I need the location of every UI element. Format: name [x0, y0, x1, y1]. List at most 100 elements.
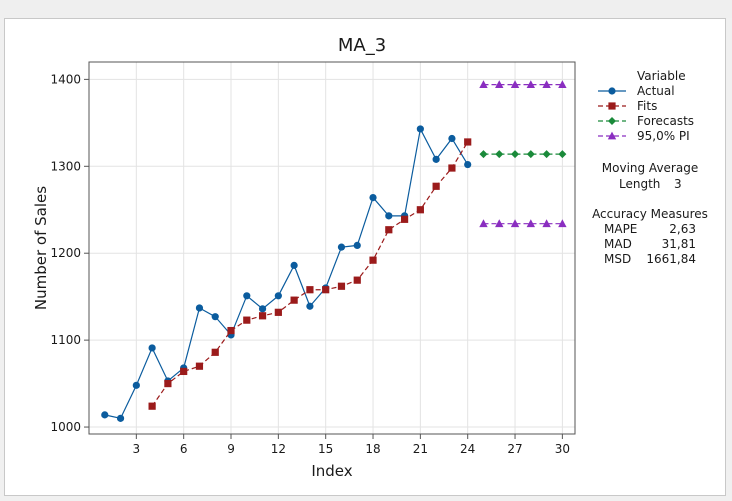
x-tick-label: 27: [507, 442, 522, 456]
legend-item-fits: Fits: [598, 99, 657, 113]
95-0-pi-lower-line-point: [479, 219, 488, 228]
series-95-0-pi: [479, 80, 567, 228]
y-axis: 1000 1100 1200 1300 1400: [50, 72, 89, 434]
measure-label-msd: MSD: [604, 252, 631, 266]
measure-value-msd: 1661,84: [646, 252, 696, 266]
legend-label: Forecasts: [637, 114, 694, 128]
actual-line-point: [448, 134, 456, 143]
measure-value-mad: 31,81: [662, 237, 696, 251]
actual-line-point: [148, 344, 156, 352]
y-tick-label: 1100: [50, 333, 81, 347]
legend-swatch-marker: [608, 87, 616, 95]
ma-length-value: 3: [674, 177, 682, 191]
y-tick-label: 1400: [50, 72, 81, 86]
95-0-pi-line-point: [542, 80, 551, 88]
x-tick-label: 30: [555, 442, 570, 456]
95-0-pi-lower-line-point: [526, 219, 536, 228]
legend-item-95-0-pi: 95,0% PI: [598, 129, 690, 143]
legend-swatch-marker: [607, 131, 617, 140]
fits-line-point: [306, 286, 314, 294]
fits-line-point: [464, 138, 472, 146]
x-tick-label: 6: [180, 442, 188, 456]
95-0-pi-line-point: [526, 80, 536, 88]
legend-item-forecasts: Forecasts: [598, 114, 694, 128]
actual-line-point: [353, 241, 361, 249]
actual-line-point: [416, 125, 424, 133]
actual-line-point: [385, 212, 393, 220]
actual-line-point: [101, 411, 109, 419]
x-axis: 3 6 9 12 15 18 21 24 27 30: [133, 434, 570, 456]
95-0-pi-lower-line-point: [542, 219, 551, 228]
actual-line-point: [211, 313, 219, 321]
fits-line-point: [195, 362, 204, 370]
legend-label: 95,0% PI: [637, 129, 690, 143]
actual-line-point: [369, 193, 377, 202]
actual-line: [104, 127, 469, 420]
fits-line-point: [369, 256, 377, 264]
fits-line-point: [353, 276, 361, 284]
forecasts-line-point: [511, 150, 520, 159]
forecasts-line-point: [495, 150, 504, 159]
fits-line-point: [290, 296, 298, 304]
actual-line-point: [337, 243, 346, 251]
actual-line-point: [464, 160, 472, 169]
y-axis-label: Number of Sales: [32, 186, 50, 310]
actual-line-point: [290, 261, 298, 269]
window-top-bar: [0, 0, 732, 18]
fits-line-point: [337, 282, 346, 290]
x-tick-label: 3: [133, 442, 141, 456]
plot-area: [88, 61, 576, 435]
x-tick-label: 9: [227, 442, 235, 456]
fits-line-point: [243, 316, 251, 324]
legend-swatch-marker: [608, 102, 616, 110]
legend-swatch-marker: [608, 117, 616, 125]
fits-line-point: [227, 326, 235, 335]
actual-line-point: [243, 292, 251, 300]
actual-line-point: [116, 414, 125, 422]
95-0-pi-line-point: [495, 80, 504, 88]
ma-title: Moving Average: [602, 161, 698, 175]
forecasts-line-point: [479, 150, 488, 159]
forecasts-line-point: [542, 150, 551, 159]
ma-length-label: Length: [619, 177, 660, 191]
forecasts-line-point: [526, 150, 535, 159]
actual-line-point: [258, 305, 267, 313]
fits-line-point: [322, 286, 330, 294]
y-tick-label: 1300: [50, 159, 81, 173]
accuracy-measures: Accuracy Measures MAPE 2,63 MAD 31,81 MS…: [592, 207, 708, 266]
95-0-pi-line-point: [558, 80, 567, 88]
series-fits: [148, 138, 472, 410]
95-0-pi-line-point: [479, 80, 488, 88]
legend-label: Fits: [637, 99, 657, 113]
fits-line-point: [258, 312, 267, 320]
fits-line-point: [400, 215, 409, 223]
fits-line-point: [274, 308, 282, 316]
fits-line-point: [432, 182, 440, 190]
series-actual: [101, 125, 472, 422]
grid: [89, 62, 575, 434]
fits-line-point: [416, 206, 424, 214]
legend-item-actual: Actual: [598, 84, 675, 98]
moving-average-info: Moving Average Length 3: [602, 161, 698, 191]
95-0-pi-lower-line-point: [495, 219, 504, 228]
x-axis-label: Index: [311, 462, 352, 480]
actual-line-point: [432, 155, 440, 163]
series-layer: [101, 80, 567, 422]
95-0-pi-lower-line-point: [558, 219, 567, 228]
forecasts-line-point: [558, 150, 567, 159]
accuracy-title: Accuracy Measures: [592, 207, 708, 221]
measure-label-mape: MAPE: [604, 222, 637, 236]
actual-line-point: [274, 292, 282, 300]
fits-line-point: [448, 164, 456, 172]
series-forecasts: [479, 150, 567, 159]
fits-line-point: [180, 367, 188, 376]
x-tick-label: 12: [271, 442, 286, 456]
measure-value-mape: 2,63: [669, 222, 696, 236]
x-tick-label: 18: [365, 442, 380, 456]
fits-line-point: [211, 348, 219, 356]
fits-line-point: [385, 226, 393, 234]
y-tick-label: 1000: [50, 420, 81, 434]
x-tick-label: 24: [460, 442, 475, 456]
